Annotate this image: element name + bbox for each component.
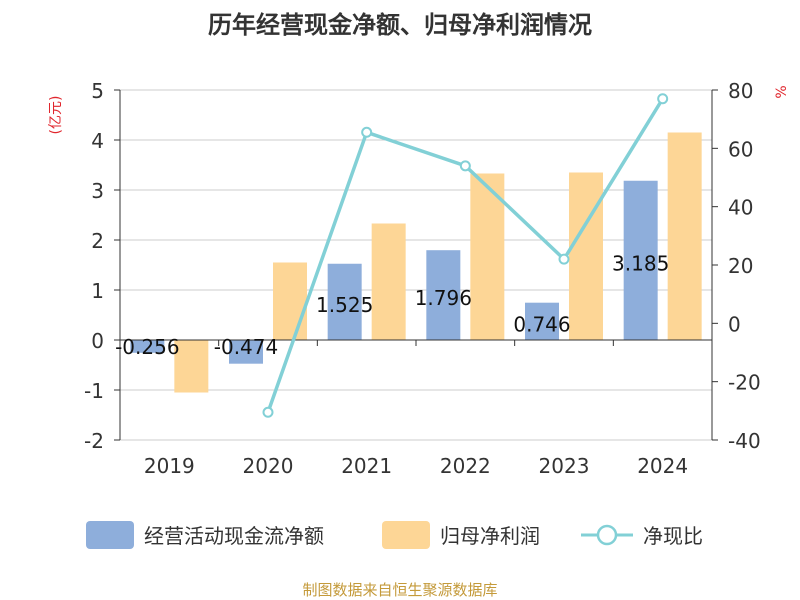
data-label-cash-flow: -0.474: [214, 335, 278, 359]
bar-net-profit: [470, 173, 505, 340]
x-tick-label: 2024: [637, 454, 688, 478]
legend-label-net-profit: 归母净利润: [440, 524, 540, 548]
bar-cash-flow: [229, 340, 263, 364]
y-left-tick-label: -1: [84, 379, 104, 403]
y-right-unit: %: [774, 85, 790, 98]
bar-net-profit: [371, 223, 406, 340]
x-tick-label: 2023: [539, 454, 590, 478]
legend-swatch-cash-flow: [86, 521, 134, 549]
ratio-point: [262, 406, 274, 418]
y-right-tick-label: 80: [728, 79, 753, 103]
y-left-tick-label: 0: [91, 329, 104, 353]
ratio-point: [459, 160, 471, 172]
axes: [114, 89, 718, 441]
bar-cash-flow: [327, 263, 362, 340]
y-right-tick-label: 20: [728, 254, 753, 278]
data-label-cash-flow: -0.256: [115, 335, 179, 359]
y-left-tick-label: 2: [91, 229, 104, 253]
y-right-tick-label: 40: [728, 196, 753, 220]
y-left-tick-label: 5: [91, 79, 104, 103]
legend: 经营活动现金流净额 归母净利润 净现比: [86, 521, 703, 549]
ratio-point: [558, 253, 570, 265]
x-tick-label: 2020: [243, 454, 294, 478]
ratio-point: [361, 126, 373, 138]
y-left-unit: (亿元): [48, 96, 64, 135]
x-tick-label: 2021: [341, 454, 392, 478]
source-note: 制图数据来自恒生聚源数据库: [302, 581, 497, 599]
y-left-tick-label: 1: [91, 279, 104, 303]
grid-lines: [120, 89, 712, 441]
chart-title: 历年经营现金净额、归母净利润情况: [208, 11, 592, 39]
data-labels: -0.256 -0.474 1.525 1.796 0.746 3.185: [115, 251, 669, 359]
data-label-cash-flow: 1.525: [316, 293, 373, 317]
data-label-cash-flow: 0.746: [513, 312, 570, 336]
ratio-line: [266, 97, 665, 413]
bar-cash-flow: [623, 180, 658, 340]
bars: [130, 132, 702, 393]
bar-net-profit: [273, 262, 307, 340]
ratio-point: [657, 93, 669, 105]
bar-net-profit: [174, 340, 209, 393]
bar-cash-flow: [130, 340, 165, 353]
y-right-tick-label: -40: [728, 429, 761, 453]
bar-cash-flow: [426, 250, 461, 340]
legend-swatch-net-profit: [382, 521, 430, 549]
data-label-cash-flow: 1.796: [415, 286, 472, 310]
y-right-tick-label: -20: [728, 371, 761, 395]
legend-marker-ratio: [596, 524, 618, 546]
data-label-cash-flow: 3.185: [612, 251, 669, 275]
ratio-line-group: [262, 93, 669, 418]
legend-label-ratio: 净现比: [643, 524, 703, 548]
y-left-tick-label: 4: [91, 129, 104, 153]
y-right-tick-label: 0: [728, 312, 741, 336]
y-left-tick-label: 3: [91, 179, 104, 203]
bar-net-profit: [667, 132, 702, 340]
tick-labels: -2 -1 0 1 2 3 4 5 -40 -20 0 20 40 60 80 2019 2020 2021 202…: [84, 79, 761, 478]
bar-net-profit: [569, 172, 603, 340]
legend-label-cash-flow: 经营活动现金流净额: [144, 524, 324, 548]
x-tick-label: 2022: [440, 454, 491, 478]
x-tick-label: 2019: [144, 454, 195, 478]
bar-cash-flow: [525, 302, 559, 340]
y-left-tick-label: -2: [84, 429, 104, 453]
y-right-tick-label: 60: [728, 137, 753, 161]
